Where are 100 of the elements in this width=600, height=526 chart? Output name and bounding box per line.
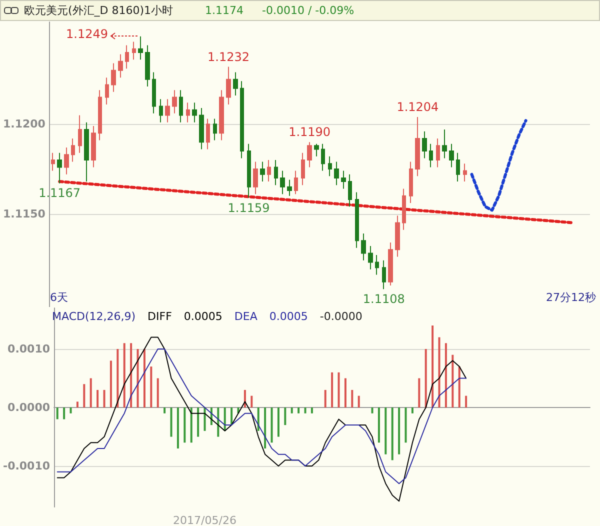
candlestick	[463, 163, 467, 182]
candlestick	[415, 116, 420, 177]
bar	[290, 408, 293, 414]
candlestick	[118, 54, 123, 78]
bar	[304, 408, 306, 414]
candlestick	[402, 188, 406, 230]
candlestick	[213, 118, 217, 141]
chart-title: MACD(12,26,9)	[52, 310, 136, 323]
candlestick	[287, 179, 292, 196]
bar	[197, 408, 200, 437]
bar	[338, 372, 340, 408]
annotation: 0.0005	[269, 310, 308, 323]
bar	[170, 408, 172, 437]
chart-title: 欧元美元(外汇_D 8160)1小时	[24, 3, 174, 18]
candlestick	[84, 122, 89, 182]
bar	[130, 343, 132, 408]
candlestick	[314, 143, 319, 157]
candlestick	[247, 143, 251, 198]
annotation: 1.1204	[396, 100, 439, 114]
candlestick	[382, 260, 386, 290]
bar	[310, 408, 313, 414]
bar	[176, 408, 179, 448]
candlestick	[355, 192, 359, 248]
bar	[217, 408, 220, 437]
bar	[358, 396, 360, 408]
bar	[432, 326, 434, 408]
line-series	[56, 336, 467, 502]
candlestick	[456, 152, 460, 182]
bar	[444, 343, 447, 408]
candlestick	[260, 161, 265, 182]
bar	[123, 343, 126, 408]
candlestick	[368, 246, 373, 270]
candlestick	[105, 77, 109, 105]
candlestick	[274, 160, 278, 186]
text: DEA	[234, 310, 258, 323]
candlestick	[132, 41, 136, 60]
candlestick	[159, 98, 163, 123]
bar	[250, 396, 253, 408]
y-tick-label: 0.0010	[8, 342, 50, 356]
candlestick	[192, 102, 197, 123]
candlestick	[145, 44, 150, 88]
candlestick	[395, 215, 400, 258]
candlestick	[449, 143, 454, 168]
candlestick	[98, 90, 102, 141]
bar	[384, 408, 387, 454]
annotation: 1.1108	[362, 292, 405, 306]
bar	[76, 402, 78, 408]
bar	[391, 408, 394, 460]
candlestick	[321, 143, 325, 172]
candlestick	[152, 72, 156, 114]
bar	[110, 360, 112, 408]
bar	[90, 378, 92, 408]
bar	[324, 390, 326, 408]
candlestick	[294, 170, 298, 195]
candlestick	[125, 44, 129, 70]
line-series	[56, 348, 467, 484]
candlestick	[219, 90, 224, 141]
bar	[143, 348, 146, 408]
candlestick	[429, 143, 433, 168]
candlestick	[138, 36, 143, 60]
candlestick	[334, 161, 339, 186]
x-tick-label: 2017/05/26	[173, 514, 236, 526]
candlestick	[436, 138, 440, 168]
annotation: 1.1249	[66, 27, 108, 41]
candlestick	[240, 80, 244, 159]
bar	[83, 384, 86, 408]
candlestick	[51, 152, 55, 172]
bar	[103, 390, 106, 408]
candlestick	[64, 146, 69, 175]
y-tick-label: -0.0010	[3, 460, 50, 473]
text: 1.1174	[205, 4, 244, 17]
bar	[230, 408, 233, 426]
candlestick	[91, 125, 96, 168]
bar	[277, 408, 280, 437]
annotation: 6天	[50, 290, 68, 305]
bar	[270, 408, 273, 443]
annotation: -0.0000	[320, 310, 362, 323]
candlestick	[71, 138, 75, 162]
bar	[331, 372, 334, 408]
candlestick	[199, 108, 204, 150]
candlestick	[341, 170, 346, 190]
candlestick	[267, 160, 271, 182]
candlestick	[253, 161, 258, 195]
y-tick-label: 1.1200	[2, 118, 46, 131]
bar	[136, 348, 139, 408]
candlestick	[186, 102, 190, 123]
bar	[351, 390, 354, 408]
bar	[438, 337, 440, 408]
candlestick	[78, 114, 82, 154]
candlestick	[361, 233, 366, 261]
candlestick	[388, 242, 393, 286]
candlestick	[348, 174, 352, 208]
bar	[411, 408, 414, 414]
bar	[458, 366, 460, 408]
bar	[70, 408, 72, 414]
candlestick	[165, 98, 170, 123]
series-label: DIFF	[148, 310, 172, 323]
bar	[156, 378, 159, 408]
bar	[344, 378, 346, 408]
candlestick	[422, 130, 427, 159]
